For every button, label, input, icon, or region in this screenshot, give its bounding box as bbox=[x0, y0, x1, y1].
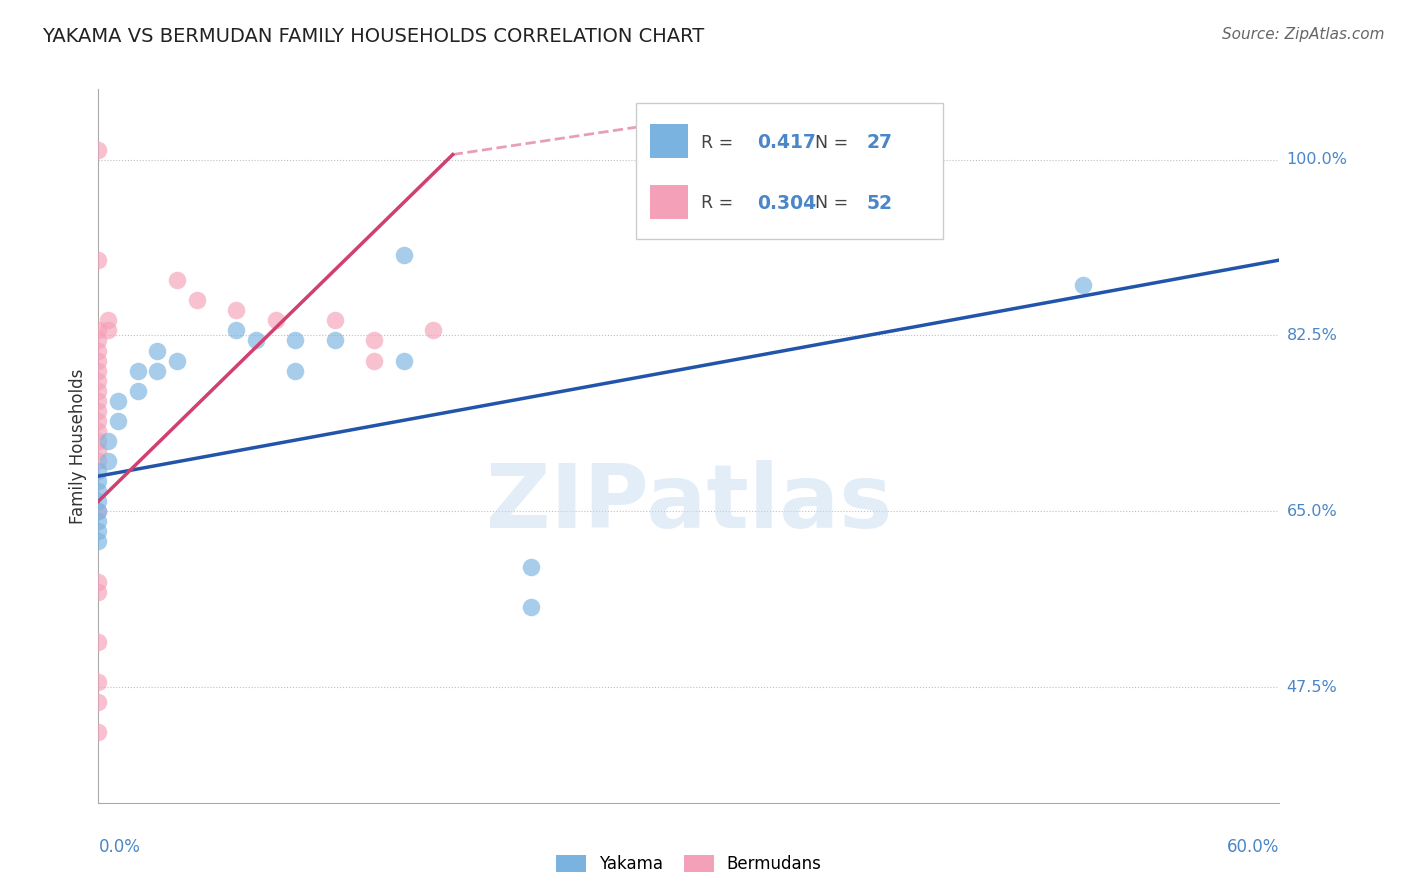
Point bbox=[422, 323, 444, 337]
Point bbox=[520, 599, 543, 614]
Point bbox=[87, 374, 110, 388]
Point bbox=[87, 253, 110, 268]
Point bbox=[127, 384, 149, 398]
Point bbox=[87, 343, 110, 358]
Point bbox=[264, 313, 287, 327]
Point bbox=[392, 248, 415, 262]
Text: N =: N = bbox=[815, 194, 853, 212]
Text: 27: 27 bbox=[866, 133, 891, 153]
Text: R =: R = bbox=[700, 194, 738, 212]
Text: ZIPatlas: ZIPatlas bbox=[486, 459, 891, 547]
Text: 82.5%: 82.5% bbox=[1286, 328, 1337, 343]
Point bbox=[87, 464, 110, 478]
Text: 47.5%: 47.5% bbox=[1286, 680, 1337, 695]
Point bbox=[87, 334, 110, 348]
Text: R =: R = bbox=[700, 134, 738, 152]
Point bbox=[87, 484, 110, 499]
Point bbox=[87, 434, 110, 448]
Text: 52: 52 bbox=[866, 194, 891, 213]
Point bbox=[323, 334, 346, 348]
Point bbox=[87, 404, 110, 418]
Text: YAKAMA VS BERMUDAN FAMILY HOUSEHOLDS CORRELATION CHART: YAKAMA VS BERMUDAN FAMILY HOUSEHOLDS COR… bbox=[42, 27, 704, 45]
Point bbox=[284, 363, 307, 377]
Point bbox=[97, 434, 120, 448]
Text: 65.0%: 65.0% bbox=[1286, 504, 1337, 519]
Point bbox=[97, 313, 120, 327]
Point bbox=[87, 353, 110, 368]
Point bbox=[323, 313, 346, 327]
FancyBboxPatch shape bbox=[650, 185, 688, 219]
Point bbox=[127, 363, 149, 377]
Text: 0.0%: 0.0% bbox=[98, 838, 141, 856]
Point bbox=[87, 504, 110, 518]
Point bbox=[146, 363, 169, 377]
Point bbox=[520, 559, 543, 574]
Point bbox=[225, 303, 247, 318]
Text: N =: N = bbox=[815, 134, 853, 152]
Point bbox=[87, 504, 110, 518]
Text: Source: ZipAtlas.com: Source: ZipAtlas.com bbox=[1222, 27, 1385, 42]
Point bbox=[87, 675, 110, 690]
Point bbox=[87, 454, 110, 468]
Point bbox=[392, 353, 415, 368]
Point bbox=[87, 534, 110, 549]
Point bbox=[87, 424, 110, 438]
FancyBboxPatch shape bbox=[636, 103, 943, 239]
Point bbox=[87, 474, 110, 488]
Point bbox=[87, 494, 110, 508]
Point bbox=[97, 454, 120, 468]
Point bbox=[225, 323, 247, 337]
Point bbox=[87, 384, 110, 398]
Point bbox=[87, 574, 110, 589]
Point bbox=[87, 584, 110, 599]
Point bbox=[87, 143, 110, 157]
Text: 0.417: 0.417 bbox=[758, 133, 817, 153]
Point bbox=[87, 635, 110, 649]
Text: 100.0%: 100.0% bbox=[1286, 152, 1347, 167]
Point bbox=[284, 334, 307, 348]
Point bbox=[146, 343, 169, 358]
Text: 60.0%: 60.0% bbox=[1227, 838, 1279, 856]
Point bbox=[87, 695, 110, 709]
Point bbox=[87, 363, 110, 377]
Point bbox=[363, 334, 385, 348]
Legend: Yakama, Bermudans: Yakama, Bermudans bbox=[550, 848, 828, 880]
Point bbox=[245, 334, 267, 348]
Point bbox=[363, 353, 385, 368]
Y-axis label: Family Households: Family Households bbox=[69, 368, 87, 524]
Point bbox=[97, 323, 120, 337]
Point bbox=[87, 524, 110, 539]
Point bbox=[107, 393, 129, 408]
FancyBboxPatch shape bbox=[650, 124, 688, 159]
Point bbox=[87, 725, 110, 739]
Point bbox=[87, 414, 110, 428]
Point bbox=[1071, 278, 1094, 293]
Point bbox=[87, 515, 110, 529]
Point bbox=[107, 414, 129, 428]
Point bbox=[87, 444, 110, 458]
Point bbox=[87, 393, 110, 408]
Point bbox=[166, 273, 188, 287]
Point bbox=[166, 353, 188, 368]
Point bbox=[87, 323, 110, 337]
Point bbox=[186, 293, 208, 308]
Text: 0.304: 0.304 bbox=[758, 194, 817, 213]
